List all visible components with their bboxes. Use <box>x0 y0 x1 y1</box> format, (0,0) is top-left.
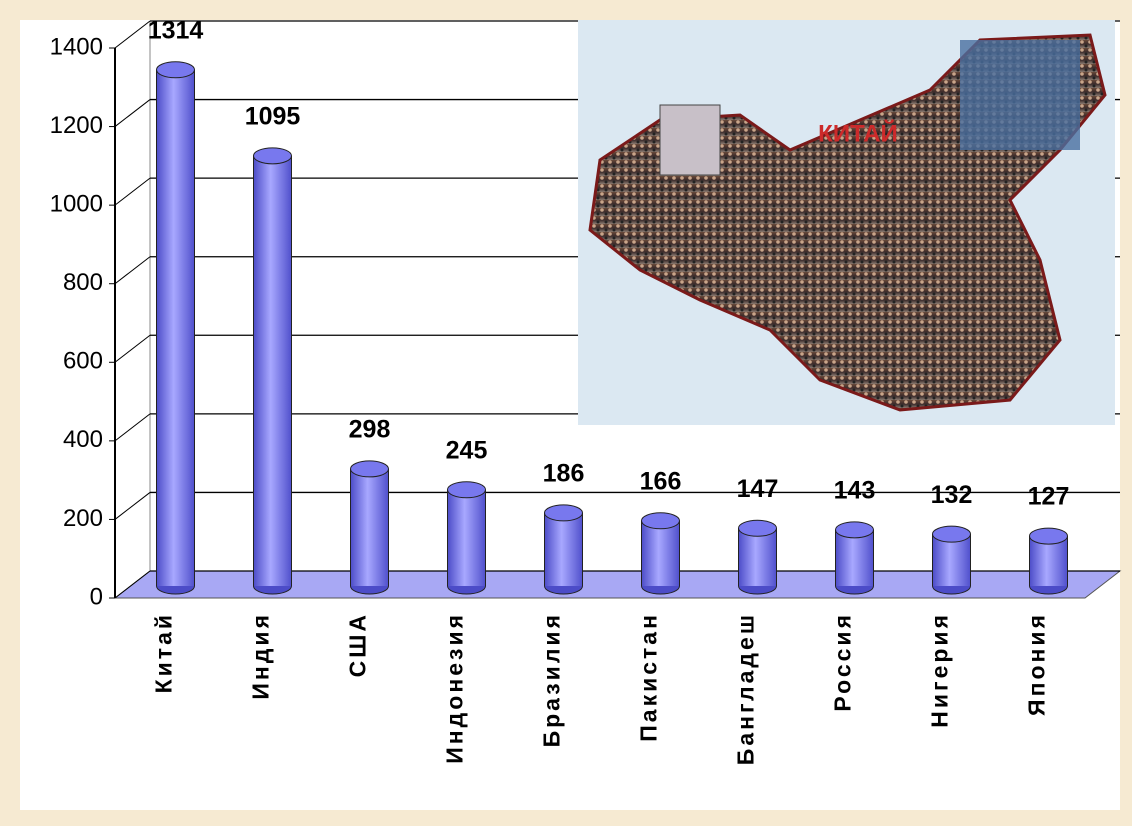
y-tick-label: 1200 <box>50 112 103 139</box>
side-grid-line <box>114 177 151 206</box>
x-tick-label: Китай <box>151 612 177 693</box>
bar-top <box>641 512 680 530</box>
y-tick-label: 400 <box>63 426 103 453</box>
value-label: 245 <box>446 436 488 464</box>
value-label: 132 <box>931 481 973 509</box>
value-label: 166 <box>640 467 682 495</box>
bar <box>156 69 195 587</box>
picture: КИТАЙ <box>578 20 1115 425</box>
bar-top <box>350 460 389 478</box>
bar <box>544 512 583 586</box>
side-grid-line <box>114 334 151 363</box>
y-tick-label: 1400 <box>50 33 103 60</box>
bar-top <box>835 521 874 539</box>
value-label: 147 <box>737 475 779 503</box>
side-grid-line <box>114 99 151 127</box>
side-grid-line <box>114 256 151 285</box>
bar <box>641 520 680 586</box>
y-tick-label: 1000 <box>50 190 103 217</box>
x-tick-label: Индонезия <box>442 612 468 764</box>
x-tick-label: США <box>345 612 371 677</box>
bar-top <box>1029 527 1068 545</box>
y-tick-label: 200 <box>63 505 103 532</box>
bar <box>738 528 777 586</box>
bar-top <box>932 525 971 543</box>
value-label: 1095 <box>245 102 301 130</box>
bar-top <box>253 147 292 165</box>
x-tick-label: Россия <box>830 612 856 712</box>
bar <box>350 468 389 586</box>
y-tick-label: 0 <box>90 583 103 610</box>
bar-top <box>447 481 486 499</box>
side-grid-line <box>114 570 151 599</box>
bar-top <box>738 519 777 537</box>
bar <box>932 534 971 586</box>
y-tick-label: 600 <box>63 348 103 375</box>
map-label: КИТАЙ <box>818 119 898 147</box>
x-tick-label: Япония <box>1024 612 1050 716</box>
bar <box>253 155 292 587</box>
bar-top <box>544 504 583 522</box>
x-tick-label: Нигерия <box>927 612 953 728</box>
x-tick-label: Бразилия <box>539 612 565 747</box>
x-tick-label: Бангладеш <box>733 612 759 765</box>
plot: Китай 1314 Индия 1095 США 298 Индонезия 245 Браз… <box>148 16 1070 765</box>
bar-top <box>156 61 195 79</box>
x-tick-label: Индия <box>248 612 274 700</box>
value-label: 1314 <box>148 16 204 44</box>
side-grid-line <box>114 413 151 442</box>
side-grid-line <box>114 20 151 49</box>
side-grid-line <box>114 492 151 520</box>
value-label: 143 <box>834 476 876 504</box>
x-tick-label: Пакистан <box>636 612 662 742</box>
value-label: 127 <box>1028 483 1070 511</box>
bar <box>835 529 874 586</box>
value-label: 186 <box>543 460 585 488</box>
y-tick-label: 800 <box>63 269 103 296</box>
bar <box>447 489 486 586</box>
value-label: 298 <box>349 416 391 444</box>
